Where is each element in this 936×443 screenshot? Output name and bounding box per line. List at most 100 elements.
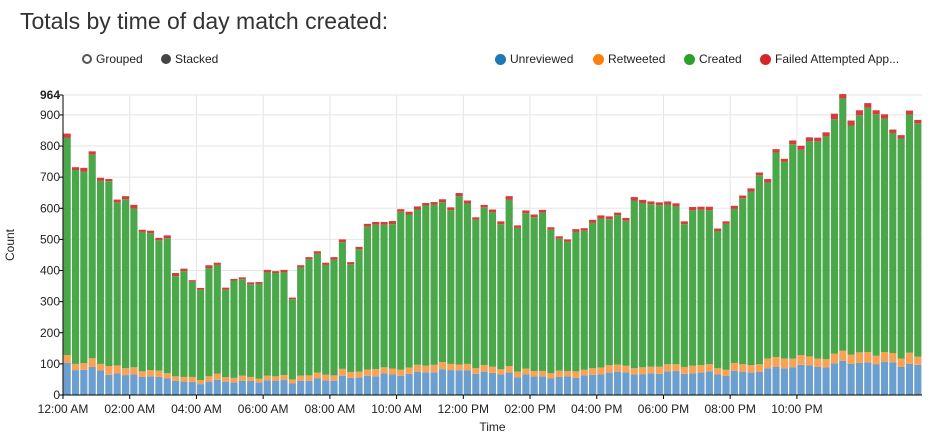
bar-segment-2-87 (789, 144, 797, 359)
bar-segment-1-83 (755, 364, 763, 372)
bar-segment-1-85 (772, 357, 780, 367)
bar-segment-1-38 (380, 367, 388, 374)
bar-segment-0-20 (230, 382, 238, 395)
bar-segment-3-42 (413, 206, 422, 210)
bar-segment-1-43 (422, 365, 430, 373)
bar-segment-3-86 (780, 158, 788, 162)
bar-segment-1-80 (730, 362, 738, 371)
bar-segment-0-52 (497, 374, 505, 395)
bar-segment-1-81 (739, 364, 747, 372)
bar-segment-0-81 (739, 371, 747, 395)
chart-title: Totals by time of day match created: (20, 8, 389, 34)
bar-segment-0-43 (422, 372, 430, 395)
bar-segment-1-11 (155, 370, 163, 377)
bar-segment-3-102 (914, 119, 922, 124)
bar-segment-3-27 (288, 297, 296, 300)
bar-segment-2-43 (422, 205, 430, 366)
bar-segment-2-22 (247, 284, 255, 377)
bar-segment-1-32 (330, 375, 338, 381)
bar-segment-0-30 (313, 378, 321, 395)
bar-segment-3-91 (822, 132, 830, 137)
bar-segment-1-44 (430, 364, 438, 373)
bar-segment-0-23 (255, 382, 263, 395)
bar-segment-0-99 (889, 362, 897, 395)
bar-segment-3-18 (213, 262, 221, 265)
bar-segment-0-6 (113, 373, 121, 395)
bar-segment-2-83 (755, 175, 763, 365)
bar-segment-1-53 (505, 366, 513, 373)
legend-failed[interactable]: Failed Attempted App... (760, 52, 899, 66)
bar-segment-0-76 (697, 372, 705, 395)
legend-created[interactable]: Created (684, 52, 742, 66)
bar-segment-3-43 (422, 202, 430, 206)
bar-segment-1-25 (272, 376, 280, 381)
bar-segment-0-77 (705, 371, 713, 395)
bar-segment-2-66 (614, 215, 622, 365)
legend-label: Created (699, 52, 742, 66)
bar-segment-2-79 (722, 223, 730, 370)
bar-segment-3-99 (889, 129, 897, 133)
bar-segment-3-83 (755, 172, 763, 176)
bar-segment-2-73 (672, 206, 680, 365)
bar-segment-2-39 (388, 224, 396, 369)
legend-retweeted[interactable]: Retweeted (593, 52, 665, 66)
bar-segment-0-59 (555, 376, 563, 395)
bar-segment-0-86 (780, 368, 788, 395)
bar-segment-1-65 (605, 365, 613, 373)
bar-segment-3-20 (230, 278, 238, 281)
bar-segment-2-64 (597, 218, 605, 368)
bar-segment-3-66 (614, 212, 622, 216)
bar-segment-3-6 (113, 199, 121, 203)
bar-segment-0-97 (872, 364, 880, 395)
legend-unreviewed[interactable]: Unreviewed (495, 52, 573, 66)
bar-segment-1-73 (672, 364, 680, 372)
bar-segment-2-18 (213, 264, 221, 374)
bar-segment-1-91 (822, 359, 830, 368)
bar-segment-3-95 (855, 110, 864, 116)
bar-segment-1-87 (789, 358, 797, 368)
bar-segment-3-1 (71, 167, 80, 170)
bar-segment-3-54 (513, 225, 522, 228)
bar-segment-1-77 (705, 364, 713, 372)
bar-segment-1-64 (597, 367, 605, 375)
bar-segment-1-69 (639, 367, 647, 375)
bar-segment-1-68 (630, 368, 638, 375)
bar-segment-1-6 (113, 365, 121, 374)
y-tick-label: 200 (40, 326, 60, 340)
bar-segment-0-91 (822, 367, 830, 395)
radio-empty-icon (82, 54, 92, 64)
bar-segment-3-40 (397, 209, 405, 212)
y-tick-label: 500 (40, 232, 60, 246)
bar-segment-1-71 (655, 366, 663, 374)
bar-segment-2-102 (914, 123, 922, 357)
bar-segment-0-65 (605, 372, 613, 395)
x-tick-label: 02:00 PM (504, 402, 555, 416)
bar-segment-3-33 (338, 239, 346, 243)
bar-segment-1-52 (497, 369, 505, 375)
bar-segment-1-40 (397, 369, 405, 376)
bar-segment-1-4 (96, 363, 105, 371)
x-tick-label: 10:00 PM (771, 402, 822, 416)
bar-segment-3-63 (589, 219, 597, 223)
bar-segment-0-1 (71, 370, 80, 395)
bar-segment-0-27 (288, 383, 296, 395)
bar-segment-0-0 (63, 362, 71, 395)
bar-segment-2-32 (330, 259, 338, 376)
bar-segment-0-12 (163, 378, 171, 395)
bar-segment-1-37 (372, 369, 380, 377)
bar-segment-1-13 (172, 376, 180, 381)
bar-segment-2-13 (172, 276, 180, 377)
bar-segment-0-70 (647, 373, 655, 395)
bar-segment-2-9 (138, 231, 146, 372)
bar-segment-2-21 (238, 279, 246, 376)
bar-segment-3-2 (80, 167, 88, 172)
bar-segment-2-7 (121, 199, 130, 369)
bar-segment-2-89 (805, 141, 813, 357)
bar-segment-3-55 (522, 210, 530, 214)
bar-segment-2-51 (488, 212, 497, 367)
bar-segment-0-58 (547, 378, 555, 395)
stacked-toggle[interactable]: Stacked (161, 52, 218, 66)
grouped-toggle[interactable]: Grouped (82, 52, 143, 66)
y-tick-label: 300 (40, 295, 60, 309)
bar-segment-0-90 (814, 366, 822, 395)
